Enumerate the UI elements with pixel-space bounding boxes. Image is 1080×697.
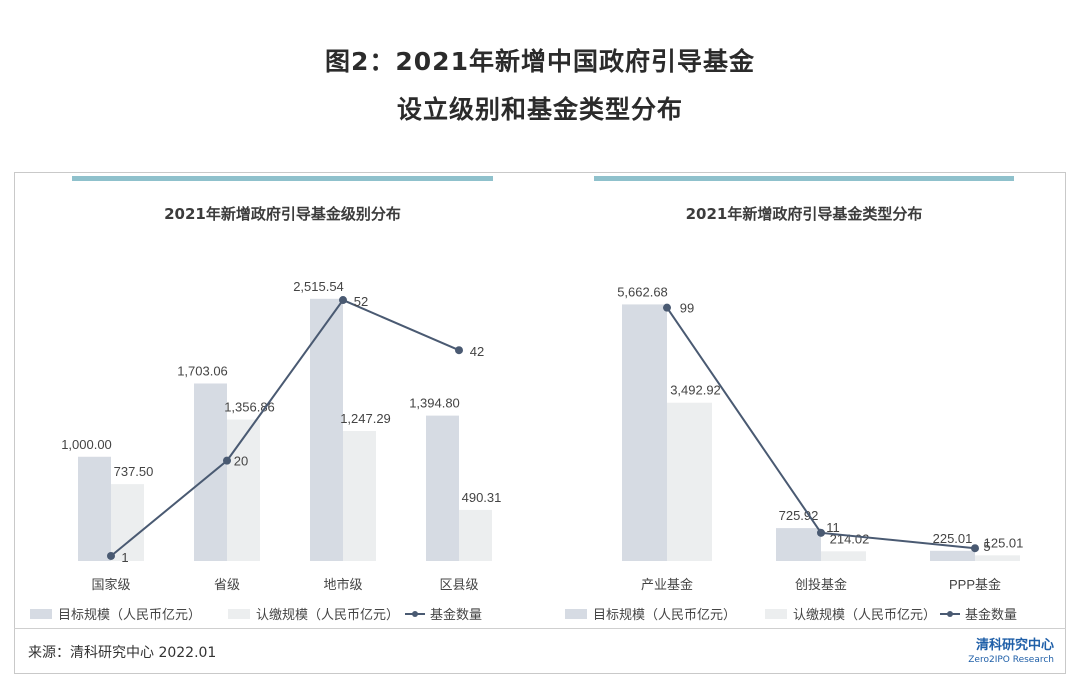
data-label-subscribed-0-1: 1,356.86	[224, 400, 275, 415]
bar-target-1-0	[622, 304, 667, 561]
count-point-1-1	[817, 528, 825, 537]
bar-subscribed-0-0	[111, 484, 144, 561]
bar-target-1-2	[930, 550, 975, 561]
page-subtitle: 设立级别和基金类型分布	[396, 95, 683, 124]
legend-swatch-target-1	[565, 609, 587, 619]
count-point-0-0	[107, 551, 115, 560]
count-label-0-2: 52	[354, 294, 368, 309]
footer-divider	[14, 628, 1066, 629]
legend-swatch-subscribed-1	[765, 609, 787, 619]
legend-swatch-target-0	[30, 609, 52, 619]
bar-subscribed-0-2	[343, 430, 376, 561]
legend-label-target-1: 目标规模（人民币亿元）	[593, 607, 736, 622]
count-label-0-0: 1	[121, 550, 128, 565]
bar-target-0-3	[426, 415, 459, 561]
count-label-0-1: 20	[234, 454, 248, 469]
count-line-1	[666, 307, 976, 550]
bar-target-0-1	[194, 383, 227, 561]
category-label-0-1: 省级	[214, 577, 240, 592]
count-label-1-0: 99	[680, 301, 694, 316]
count-label-0-3: 42	[470, 344, 484, 359]
data-label-target-1-2: 225.01	[933, 531, 973, 546]
category-label-1-2: PPP基金	[949, 577, 1001, 592]
legend-swatch-subscribed-0	[228, 609, 250, 619]
bar-subscribed-0-3	[459, 509, 492, 561]
source-note: 来源：清科研究中心 2022.01	[28, 645, 217, 661]
bar-subscribed-1-1	[821, 551, 866, 561]
category-label-0-0: 国家级	[91, 577, 130, 592]
data-label-target-0-0: 1,000.00	[61, 437, 112, 452]
page-title: 图2：2021年新增中国政府引导基金	[325, 47, 755, 76]
count-label-1-2: 5	[983, 539, 990, 554]
left-chart-title: 2021年新增政府引导基金级别分布	[164, 205, 401, 223]
category-label-0-3: 区县级	[439, 577, 478, 592]
count-point-0-2	[339, 296, 347, 305]
category-label-1-0: 产业基金	[641, 577, 693, 592]
data-label-target-1-0: 5,662.68	[617, 284, 668, 299]
legend-label-target-0: 目标规模（人民币亿元）	[58, 607, 201, 622]
legend-label-count-0: 基金数量	[430, 607, 482, 622]
legend-label-subscribed-1: 认缴规模（人民币亿元）	[793, 607, 936, 622]
left-accent-bar	[72, 176, 493, 181]
count-line-0	[110, 298, 460, 557]
legend-marker-1	[947, 611, 953, 617]
bar-target-0-0	[78, 456, 111, 561]
legend-label-count-1: 基金数量	[965, 607, 1017, 622]
right-chart-title: 2021年新增政府引导基金类型分布	[685, 205, 923, 223]
count-point-1-0	[663, 303, 671, 312]
logo-en-text: Zero2IPO Research	[968, 655, 1054, 665]
category-label-0-2: 地市级	[323, 577, 362, 592]
bar-subscribed-0-1	[227, 419, 260, 561]
legend-marker-0	[412, 611, 418, 617]
data-label-subscribed-1-2: 125.01	[984, 535, 1024, 550]
right-accent-bar	[594, 176, 1014, 181]
count-point-1-2	[971, 544, 979, 553]
data-label-target-1-1: 725.92	[779, 508, 819, 523]
data-label-subscribed-1-0: 3,492.92	[670, 383, 721, 398]
data-label-subscribed-0-3: 490.31	[462, 490, 502, 505]
data-label-subscribed-0-0: 737.50	[114, 464, 154, 479]
count-point-0-1	[223, 456, 231, 465]
data-label-target-0-1: 1,703.06	[177, 363, 228, 378]
data-label-target-0-3: 1,394.80	[409, 396, 460, 411]
count-point-0-3	[455, 346, 463, 355]
bar-subscribed-1-0	[667, 402, 712, 561]
chart-frame	[14, 172, 1066, 674]
data-label-subscribed-0-2: 1,247.29	[340, 411, 391, 426]
legend-label-subscribed-0: 认缴规模（人民币亿元）	[256, 607, 399, 622]
category-label-1-1: 创投基金	[795, 577, 847, 592]
bar-target-1-1	[776, 528, 821, 561]
bar-target-0-2	[310, 298, 343, 561]
data-label-target-0-2: 2,515.54	[293, 279, 344, 294]
brand-logo: 清科研究中心 Zero2IPO Research	[968, 638, 1054, 666]
count-label-1-1: 11	[826, 520, 840, 535]
bar-subscribed-1-2	[975, 555, 1020, 561]
logo-cn-text: 清科研究中心	[975, 638, 1054, 653]
